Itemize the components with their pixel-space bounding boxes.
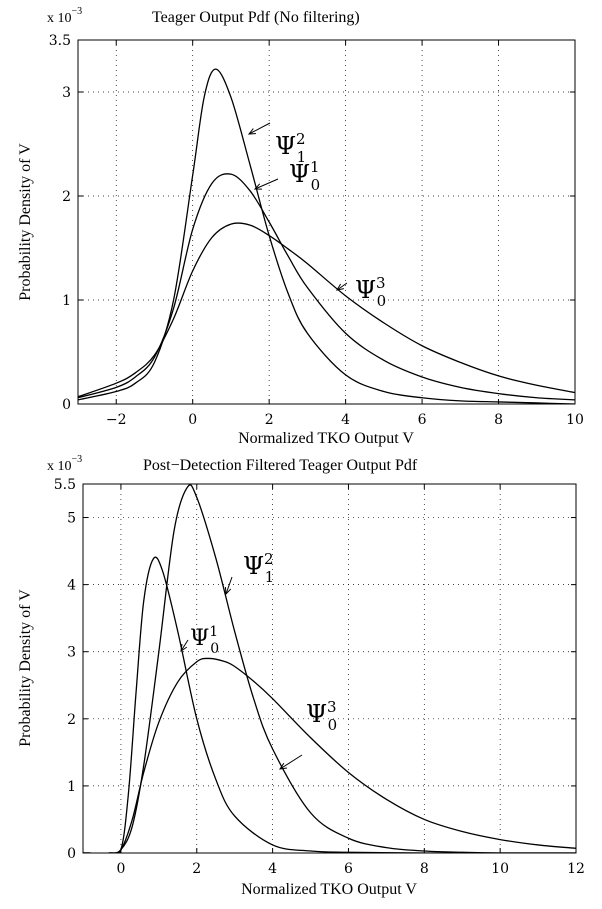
chart-bottom-series-psi-1-2 xyxy=(83,484,576,853)
chart-bottom-annotations: Ψ2 1 Ψ1 0 Ψ3 0 xyxy=(180,550,337,770)
chart-bottom-arrowhead xyxy=(180,644,188,653)
chart-top-ytick-label: 3.5 xyxy=(49,33,71,49)
chart-top-arrow-psi-0-3 xyxy=(336,282,348,291)
chart-bottom-xtick-label: 10 xyxy=(491,861,509,877)
chart-bottom-series-psi-0-1 xyxy=(83,556,576,853)
chart-bottom-arrowhead xyxy=(224,586,232,596)
chart-bottom-ytick-label: 0 xyxy=(67,846,76,862)
chart-bottom-ylabel: Probability Density of V xyxy=(17,589,34,747)
chart-top-ytick-label: 2 xyxy=(62,189,71,205)
chart-top-annotations: Ψ2 1Ψ1 0 Ψ3 0 xyxy=(247,122,386,310)
chart-bottom-ytick-label: 5.5 xyxy=(54,477,76,493)
chart-bottom-ytick-label: 3 xyxy=(67,645,76,661)
chart-top-arrow-psi-1-2 xyxy=(248,122,271,135)
chart-top-ytick-label: 3 xyxy=(62,85,71,101)
chart-bottom-xlabel: Normalized TKO Output V xyxy=(241,881,417,898)
chart-top-axes-box xyxy=(77,39,576,405)
chart-bottom-title: Post−Detection Filtered Teager Output Pd… xyxy=(143,457,418,474)
chart-top-xtick-label: 10 xyxy=(566,412,584,428)
chart-bottom-series-psi-0-3 xyxy=(83,657,576,853)
chart-top-title: Teager Output Pdf (No filtering) xyxy=(152,9,360,26)
chart-bottom-ytick-label: 4 xyxy=(67,578,76,594)
chart-bottom-xtick-label: 12 xyxy=(567,861,585,877)
chart-top-xtick-label: −2 xyxy=(106,412,127,428)
chart-top-label-psi-0-3: Ψ3 0 xyxy=(355,274,386,310)
chart-bottom-curves xyxy=(83,484,576,853)
chart-top-xtick-label: 0 xyxy=(188,412,197,428)
chart-top-label-psi-1-2: Ψ2 1 xyxy=(275,130,306,166)
chart-bottom-label-psi-1-2: Ψ2 1 xyxy=(243,550,274,586)
chart-bottom: x 10−3 Post−Detection Filtered Teager Ou… xyxy=(17,454,585,898)
chart-bottom-ytick-label: 5 xyxy=(67,511,76,527)
chart-bottom-xtick-label: 4 xyxy=(268,861,277,877)
chart-top-xtick-label: 8 xyxy=(494,412,503,428)
chart-bottom-arrowhead xyxy=(278,762,287,770)
chart-bottom-ytick-label: 1 xyxy=(67,779,76,795)
chart-top-arrowhead xyxy=(253,183,263,190)
chart-top-ytick-label: 1 xyxy=(62,293,71,309)
chart-top: x 10−3 Teager Output Pdf (No filtering) … xyxy=(17,6,584,447)
chart-bottom-arrow-psi-0-1 xyxy=(180,639,189,652)
chart-top-xlabel: Normalized TKO Output V xyxy=(238,430,414,447)
chart-bottom-xtick-label: 2 xyxy=(192,861,201,877)
chart-top-grid xyxy=(78,40,575,404)
chart-bottom-label-psi-0-3: Ψ3 0 xyxy=(306,698,337,734)
chart-top-arrow-psi-0-1 xyxy=(254,178,279,190)
chart-top-ylabel: Probability Density of V xyxy=(17,143,34,301)
chart-top-series-psi-1-2 xyxy=(78,68,575,404)
chart-bottom-axes-box xyxy=(82,483,577,854)
chart-top-label-psi-0-1: Ψ1 0 xyxy=(289,158,320,194)
chart-bottom-arrow-psi-0-3 xyxy=(279,754,303,770)
chart-top-xtick-label: 6 xyxy=(418,412,427,428)
chart-bottom-xtick-label: 6 xyxy=(344,861,353,877)
chart-top-arrowhead xyxy=(335,283,344,291)
chart-top-multiplier: x 10−3 xyxy=(47,6,82,26)
chart-bottom-multiplier: x 10−3 xyxy=(47,454,82,474)
chart-bottom-grid xyxy=(83,484,576,853)
chart-top-arrowhead xyxy=(247,128,257,135)
chart-top-series-psi-0-1 xyxy=(78,173,575,401)
chart-top-ytick-label: 0 xyxy=(62,397,71,413)
chart-bottom-ytick-label: 2 xyxy=(67,712,76,728)
chart-bottom-arrow-psi-1-2 xyxy=(225,576,233,595)
chart-top-curves xyxy=(78,68,575,404)
chart-top-series-psi-0-3 xyxy=(78,222,575,398)
chart-bottom-xtick-label: 0 xyxy=(116,861,125,877)
chart-bottom-label-psi-0-1: Ψ1 0 xyxy=(190,624,219,657)
chart-top-xtick-label: 2 xyxy=(265,412,274,428)
chart-top-xtick-label: 4 xyxy=(341,412,350,428)
chart-bottom-xtick-label: 8 xyxy=(420,861,429,877)
